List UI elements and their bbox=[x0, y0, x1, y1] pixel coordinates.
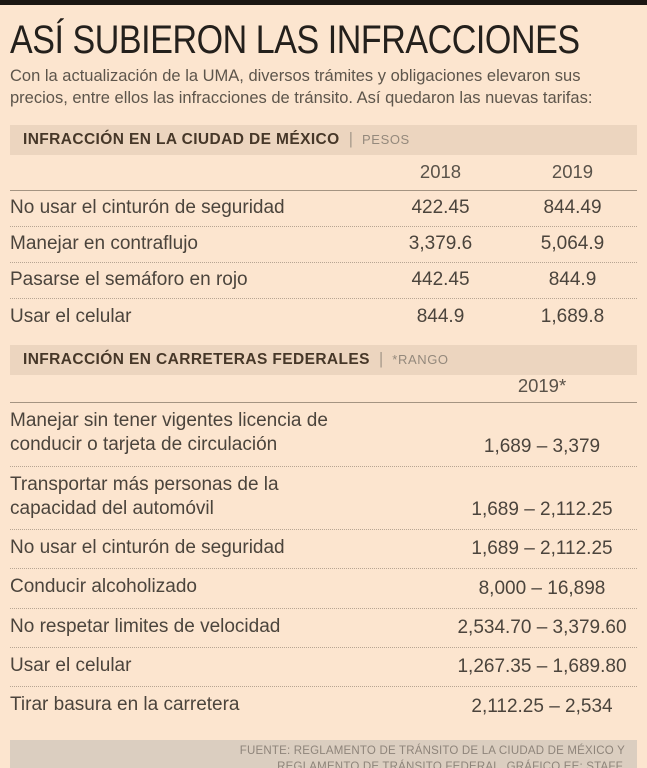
value-range: 1,689 – 2,112.25 bbox=[471, 499, 613, 521]
table-row: Usar el celular 1,267.35 – 1,689.80 bbox=[10, 648, 637, 688]
top-rule bbox=[0, 0, 647, 5]
row-label: Manejar sin tener vigentes licencia de c… bbox=[10, 409, 328, 456]
table-row: No respetar limites de velocidad 2,534.7… bbox=[10, 609, 637, 649]
source-text: FUENTE: REGLAMENTO DE TRÁNSITO DE LA CIU… bbox=[225, 743, 625, 768]
source-line-1: FUENTE: REGLAMENTO DE TRÁNSITO DE LA CIU… bbox=[239, 744, 625, 757]
table-row: No usar el cinturón de seguridad 422.45 … bbox=[10, 191, 637, 227]
cdmx-table-header: 2018 2019 bbox=[10, 155, 637, 191]
intro-text: Con la actualización de la UMA, diversos… bbox=[10, 67, 593, 107]
table-row: Tirar basura en la carretera 2,112.25 – … bbox=[10, 687, 637, 725]
value-2019: 5,064.9 bbox=[540, 233, 605, 255]
section-header-federal: INFRACCIÓN EN CARRETERAS FEDERALES | *RA… bbox=[10, 344, 637, 375]
source-line-2: REGLAMENTO DE TRÁNSITO FEDERAL. GRÁFICO … bbox=[277, 760, 625, 768]
value-2019: 1,689.8 bbox=[540, 305, 605, 327]
value-2018: 442.45 bbox=[411, 269, 470, 291]
table-row: Manejar en contraflujo 3,379.6 5,064.9 bbox=[10, 227, 637, 263]
section-unit: *RANGO bbox=[392, 352, 449, 368]
column-2019: 2019 bbox=[551, 160, 594, 182]
row-label: Usar el celular bbox=[10, 305, 132, 327]
page-title-text: ASÍ SUBIERON LAS INFRACCIONES bbox=[10, 18, 580, 62]
divider-bar: | bbox=[348, 128, 354, 148]
cdmx-table: No usar el cinturón de seguridad 422.45 … bbox=[10, 191, 637, 335]
section-unit: PESOS bbox=[362, 132, 410, 148]
column-2018: 2018 bbox=[419, 160, 462, 182]
table-row: No usar el cinturón de seguridad 1,689 –… bbox=[10, 530, 637, 570]
row-label: Pasarse el semáforo en rojo bbox=[10, 269, 248, 291]
source-band: FUENTE: REGLAMENTO DE TRÁNSITO DE LA CIU… bbox=[10, 739, 637, 768]
federal-table: Manejar sin tener vigentes licencia de c… bbox=[10, 403, 637, 726]
row-label: Usar el celular bbox=[10, 655, 132, 677]
divider-bar: | bbox=[378, 348, 384, 368]
section-header-cdmx: INFRACCIÓN EN LA CIUDAD DE MÉXICO | PESO… bbox=[10, 124, 637, 155]
table-row: Transportar más personas de la capacidad… bbox=[10, 467, 637, 531]
value-2018: 844.9 bbox=[416, 305, 465, 327]
table-row: Manejar sin tener vigentes licencia de c… bbox=[10, 403, 637, 467]
row-label: Manejar en contraflujo bbox=[10, 233, 198, 255]
row-label: Conducir alcoholizado bbox=[10, 576, 197, 598]
value-2019: 844.49 bbox=[543, 197, 602, 219]
value-2019: 844.9 bbox=[548, 269, 597, 291]
row-label: Transportar más personas de la capacidad… bbox=[10, 473, 279, 519]
value-range: 1,689 – 2,112.25 bbox=[471, 538, 613, 560]
value-range: 2,112.25 – 2,534 bbox=[471, 695, 613, 717]
value-range: 1,689 – 3,379 bbox=[483, 435, 601, 457]
row-label: Tirar basura en la carretera bbox=[10, 694, 240, 716]
table-row: Usar el celular 844.9 1,689.8 bbox=[10, 299, 637, 335]
column-2019-range: 2019* bbox=[517, 374, 567, 396]
section-title: INFRACCIÓN EN CARRETERAS FEDERALES bbox=[23, 350, 370, 368]
value-range: 2,534.70 – 3,379.60 bbox=[457, 617, 627, 639]
value-range: 8,000 – 16,898 bbox=[478, 577, 606, 599]
value-2018: 3,379.6 bbox=[408, 233, 473, 255]
table-row: Conducir alcoholizado 8,000 – 16,898 bbox=[10, 569, 637, 609]
federal-table-header: 2019* bbox=[10, 375, 637, 403]
section-title: INFRACCIÓN EN LA CIUDAD DE MÉXICO bbox=[23, 130, 340, 148]
row-label: No respetar limites de velocidad bbox=[10, 615, 281, 637]
value-range: 1,267.35 – 1,689.80 bbox=[457, 656, 627, 678]
row-label: No usar el cinturón de seguridad bbox=[10, 537, 285, 559]
table-row: Pasarse el semáforo en rojo 442.45 844.9 bbox=[10, 263, 637, 299]
page-title: ASÍ SUBIERON LAS INFRACCIONES bbox=[10, 18, 637, 62]
value-2018: 422.45 bbox=[411, 197, 470, 219]
row-label: No usar el cinturón de seguridad bbox=[10, 197, 285, 219]
